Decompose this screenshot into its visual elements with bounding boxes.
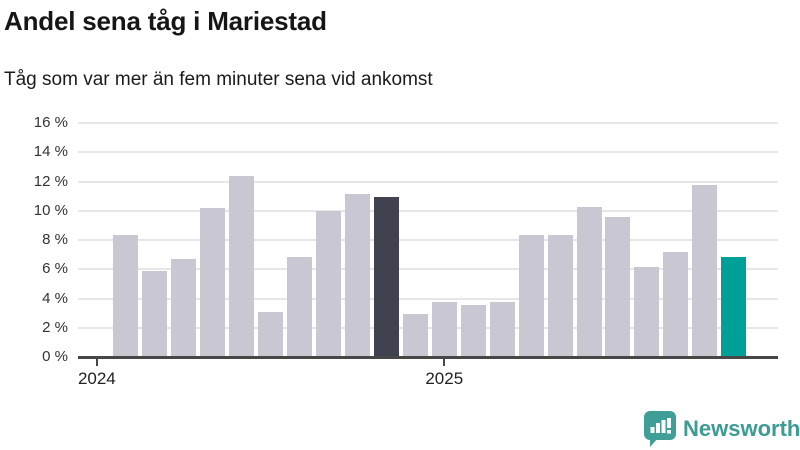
bar-2024-11 [373, 196, 399, 356]
chart-title: Andel sena tåg i Mariestad [4, 6, 327, 36]
bar-2024-10 [344, 193, 370, 356]
bar-2025-01 [431, 301, 457, 356]
bar-2024-09 [315, 211, 341, 356]
y-axis-label: 2 % [42, 318, 68, 336]
x-axis-tick [443, 359, 446, 366]
bar-2025-03 [489, 301, 515, 356]
bar-2025-11 [721, 256, 747, 356]
bar-2025-04 [518, 234, 544, 356]
x-axis-line [78, 356, 778, 359]
bar-2024-04 [171, 259, 197, 356]
bar-2025-09 [663, 252, 689, 356]
y-axis-label: 10 % [33, 201, 68, 219]
bar-2025-08 [634, 266, 660, 356]
x-axis-tick [95, 359, 98, 366]
bar-2024-06 [229, 176, 255, 356]
chart-subtitle: Tåg som var mer än fem minuter sena vid … [4, 69, 433, 90]
gridline [78, 239, 778, 241]
bar-2025-10 [692, 184, 718, 356]
bar-2024-03 [142, 271, 168, 356]
bar-chart-plot-area: 0 % 2 % 4 % 6 % 8 % 10 % 12 % 14 % 16 % 2024 2025 [34, 114, 778, 388]
gridline [78, 122, 778, 124]
gridline [78, 326, 778, 329]
newsworthy-logo-icon [644, 411, 676, 447]
bar-2024-02 [113, 234, 139, 356]
bar-2025-02 [460, 304, 486, 356]
newsworthy-logo-text: Newsworthy [683, 416, 800, 441]
y-axis-label: 0 % [42, 348, 68, 365]
bar-2024-07 [258, 312, 284, 356]
gridline [78, 297, 778, 300]
newsworthy-logo: Newsworthy [644, 411, 800, 447]
gridline [78, 268, 778, 271]
gridline [78, 151, 778, 154]
gridline [78, 209, 778, 212]
bar-2025-06 [576, 206, 602, 356]
gridline [78, 180, 778, 183]
y-axis-label: 16 % [33, 114, 68, 131]
y-axis-label: 4 % [42, 289, 68, 307]
bar-2025-05 [547, 234, 573, 356]
bar-2024-05 [200, 208, 226, 356]
x-axis-label: 2024 [77, 369, 116, 388]
bar-2024-08 [287, 256, 312, 356]
y-axis-label: 8 % [42, 231, 68, 248]
bar-2024-12 [402, 313, 428, 356]
y-axis-label: 6 % [42, 260, 68, 278]
x-axis-label: 2025 [425, 369, 464, 388]
y-axis-label: 14 % [33, 143, 68, 161]
y-axis-label: 12 % [33, 172, 68, 190]
bar-2025-07 [605, 217, 631, 356]
